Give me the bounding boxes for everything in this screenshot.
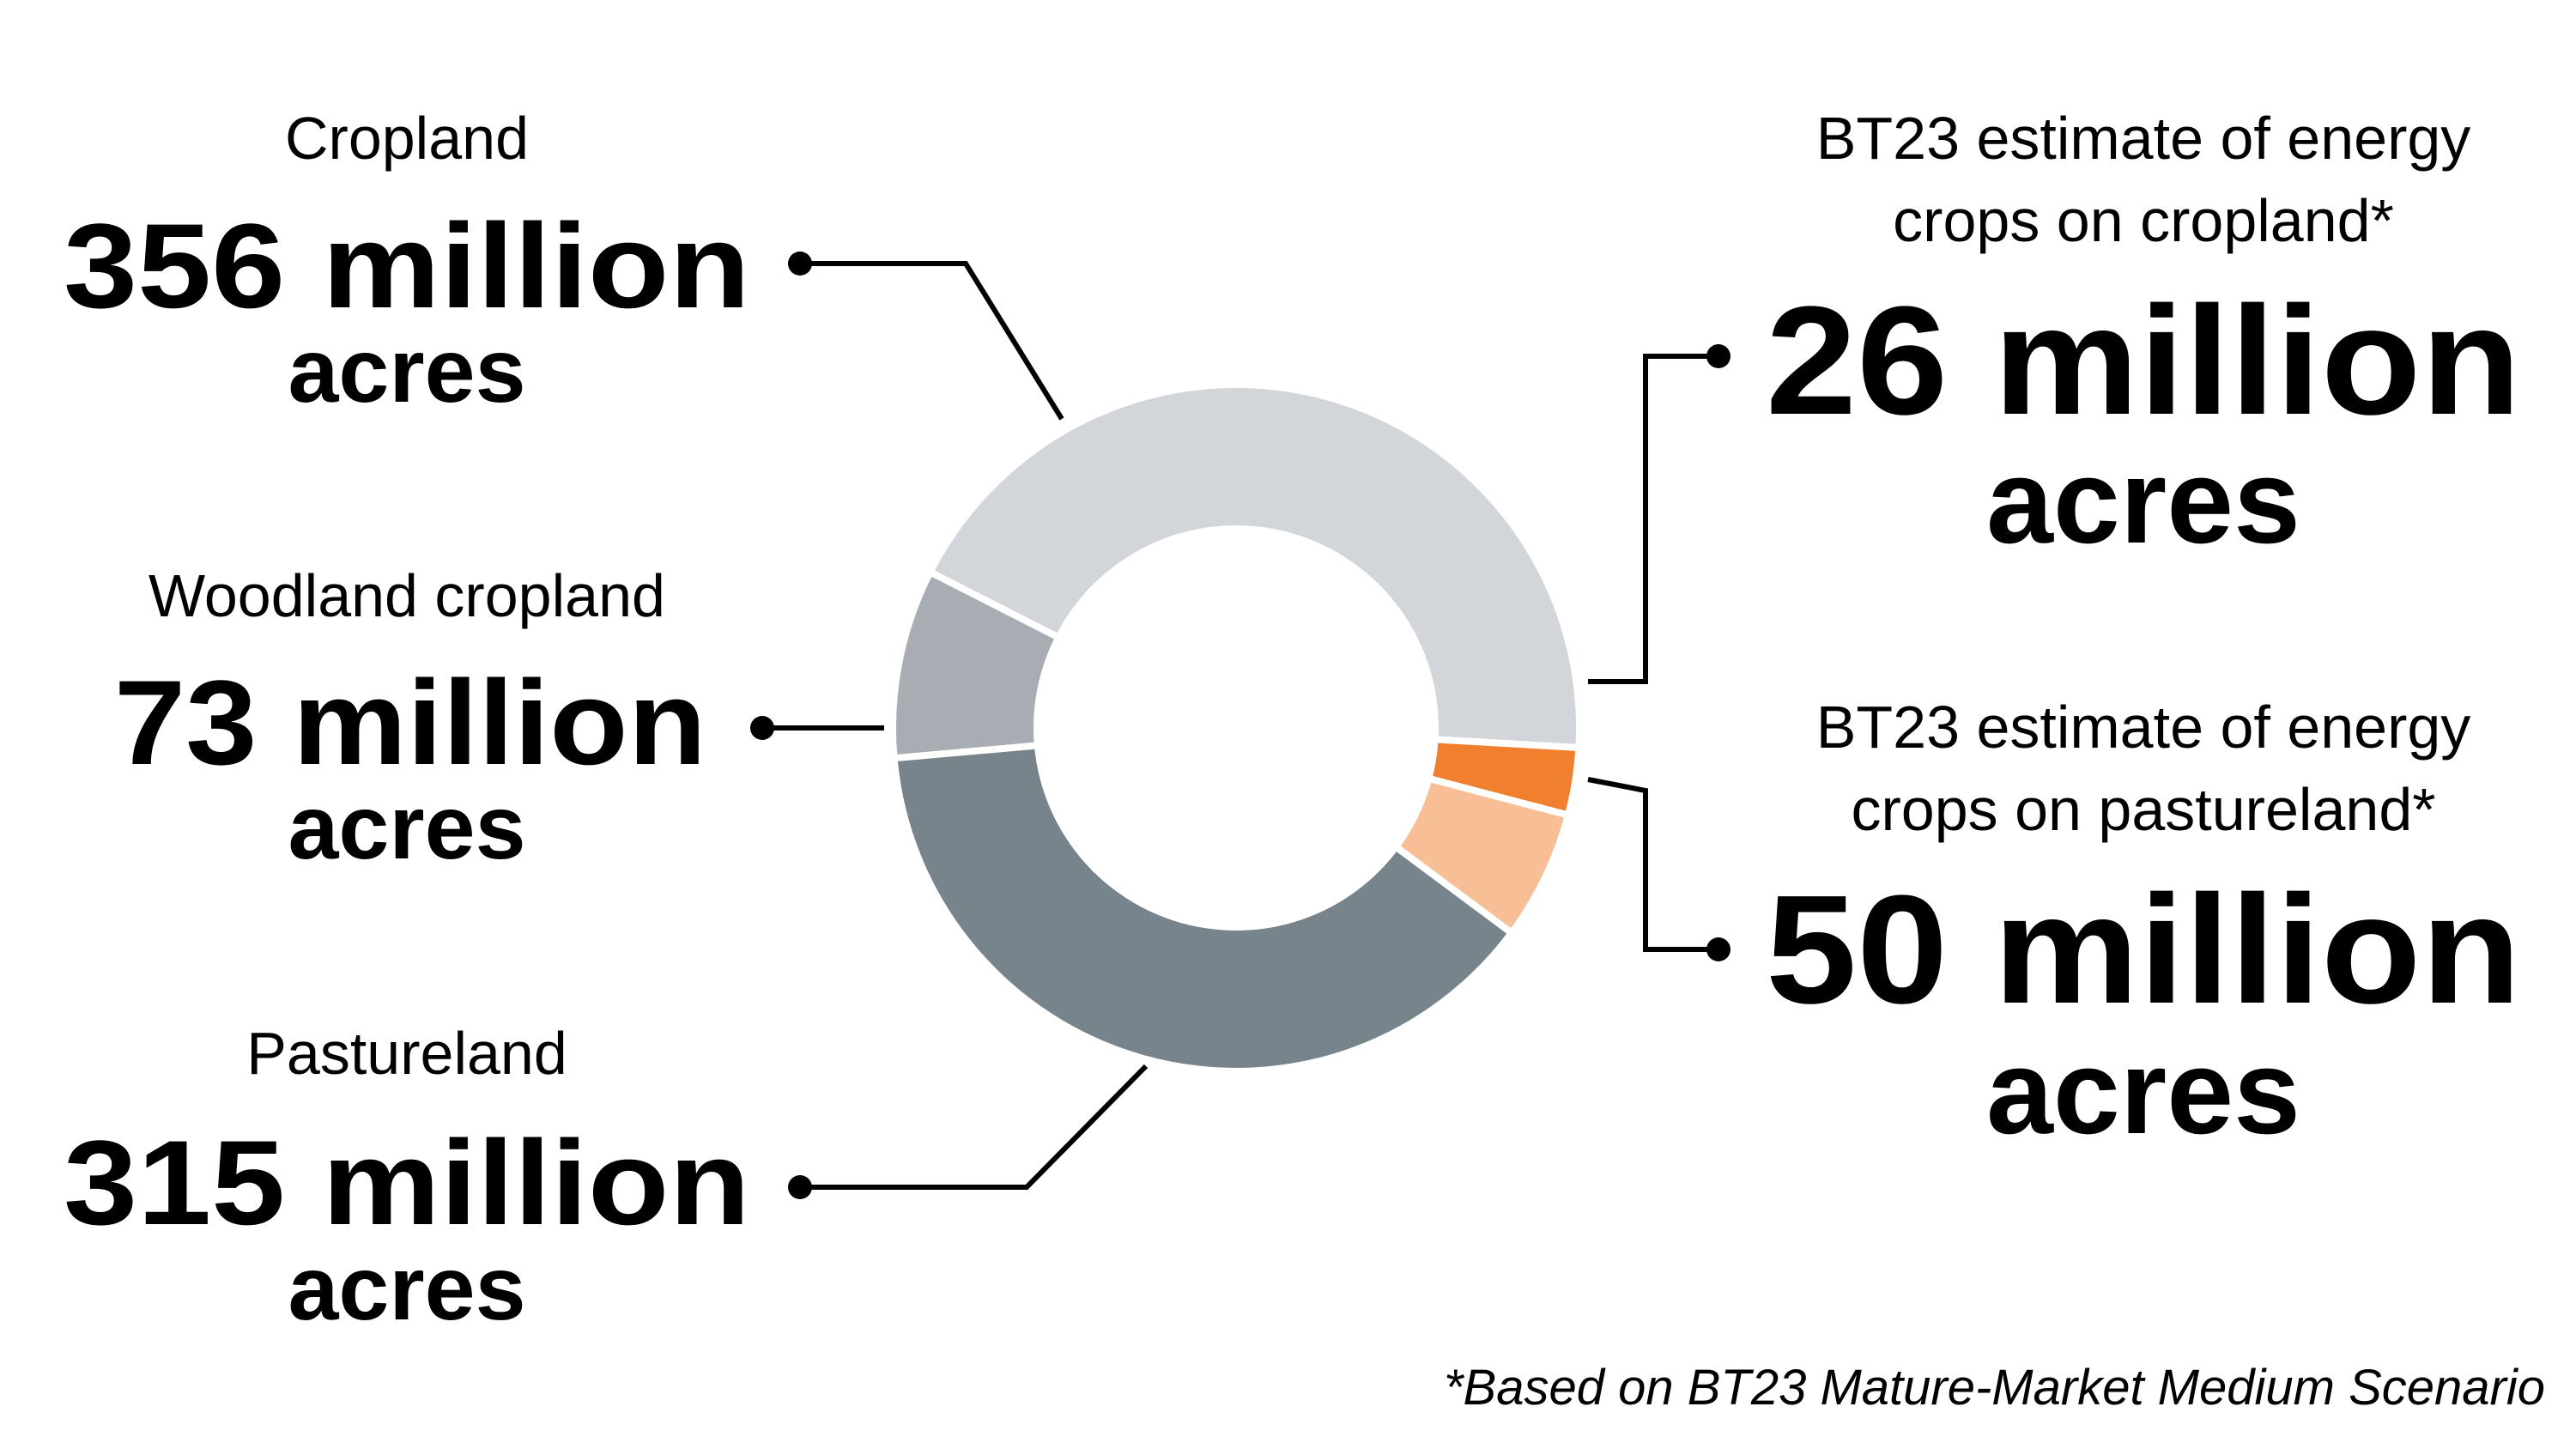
energy-cropland-unit: acres xyxy=(1986,434,2300,568)
slice-cropland xyxy=(925,381,1583,752)
footnote: *Based on BT23 Mature-Market Medium Scen… xyxy=(1444,1360,2545,1416)
energy-pastureland-unit: acres xyxy=(1986,1024,2300,1159)
energy-cropland-callout: BT23 estimate of energy crops on croplan… xyxy=(1766,105,2521,568)
woodland-unit: acres xyxy=(288,777,525,878)
energy-cropland-label-line2: crops on cropland* xyxy=(1893,187,2394,254)
cropland-leader-dot xyxy=(788,252,812,276)
cropland-leader-line xyxy=(800,261,1064,421)
pastureland-label: Pastureland xyxy=(246,1020,567,1087)
cropland-unit: acres xyxy=(288,320,525,421)
donut-slices xyxy=(889,381,1583,1075)
pastureland-leader-line xyxy=(800,1064,1149,1190)
energy-cropland-value: 26 million xyxy=(1766,275,2521,447)
cropland-label: Cropland xyxy=(285,105,529,172)
woodland-callout: Woodland cropland 73 million acres xyxy=(114,562,706,878)
pastureland-value: 315 million xyxy=(64,1115,750,1250)
slice-pastureland xyxy=(890,742,1517,1075)
energy-pastureland-leader-line xyxy=(1587,777,1718,952)
energy-cropland-leader-dot xyxy=(1706,344,1730,368)
cropland-callout: Cropland 356 million acres xyxy=(64,105,750,421)
slice-woodland-cropland xyxy=(889,567,1064,762)
pastureland-callout: Pastureland 315 million acres xyxy=(64,1020,750,1339)
energy-cropland-label-line1: BT23 estimate of energy xyxy=(1816,105,2471,172)
cropland-value: 356 million xyxy=(64,198,750,333)
woodland-label: Woodland cropland xyxy=(148,562,665,629)
energy-pastureland-value: 50 million xyxy=(1766,864,2521,1036)
energy-cropland-leader-line xyxy=(1588,354,1718,684)
woodland-value: 73 million xyxy=(114,655,706,790)
pastureland-leader-dot xyxy=(788,1175,812,1199)
woodland-leader-dot xyxy=(750,716,774,740)
energy-pastureland-label-line1: BT23 estimate of energy xyxy=(1816,694,2471,761)
pastureland-unit: acres xyxy=(288,1238,525,1339)
energy-pastureland-callout: BT23 estimate of energy crops on pasture… xyxy=(1766,694,2521,1159)
energy-pastureland-leader-dot xyxy=(1706,937,1730,961)
leader-lines xyxy=(750,252,1730,1199)
energy-pastureland-label-line2: crops on pastureland* xyxy=(1852,776,2436,843)
